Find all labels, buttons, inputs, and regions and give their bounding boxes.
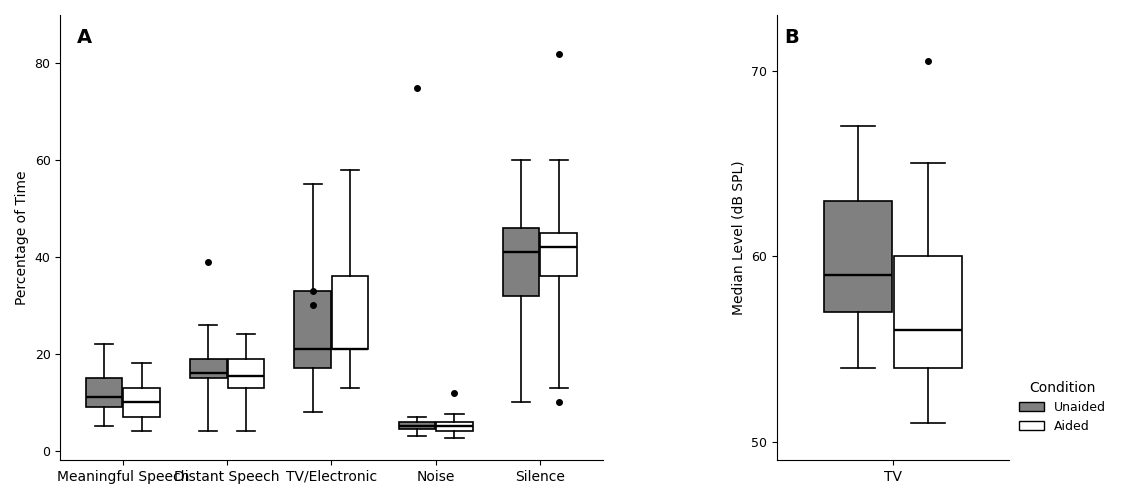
PathPatch shape xyxy=(503,228,539,296)
PathPatch shape xyxy=(894,256,962,367)
PathPatch shape xyxy=(124,388,160,417)
Y-axis label: Median Level (dB SPL): Median Level (dB SPL) xyxy=(732,160,745,315)
PathPatch shape xyxy=(540,233,577,276)
Text: B: B xyxy=(784,28,798,47)
PathPatch shape xyxy=(190,359,226,378)
PathPatch shape xyxy=(86,378,123,407)
PathPatch shape xyxy=(824,201,892,312)
PathPatch shape xyxy=(436,422,473,431)
PathPatch shape xyxy=(399,422,435,429)
PathPatch shape xyxy=(294,291,331,368)
Legend: Unaided, Aided: Unaided, Aided xyxy=(1013,376,1111,438)
PathPatch shape xyxy=(227,359,265,388)
PathPatch shape xyxy=(332,276,368,349)
Y-axis label: Percentage of Time: Percentage of Time xyxy=(15,170,29,305)
Text: A: A xyxy=(77,28,91,47)
